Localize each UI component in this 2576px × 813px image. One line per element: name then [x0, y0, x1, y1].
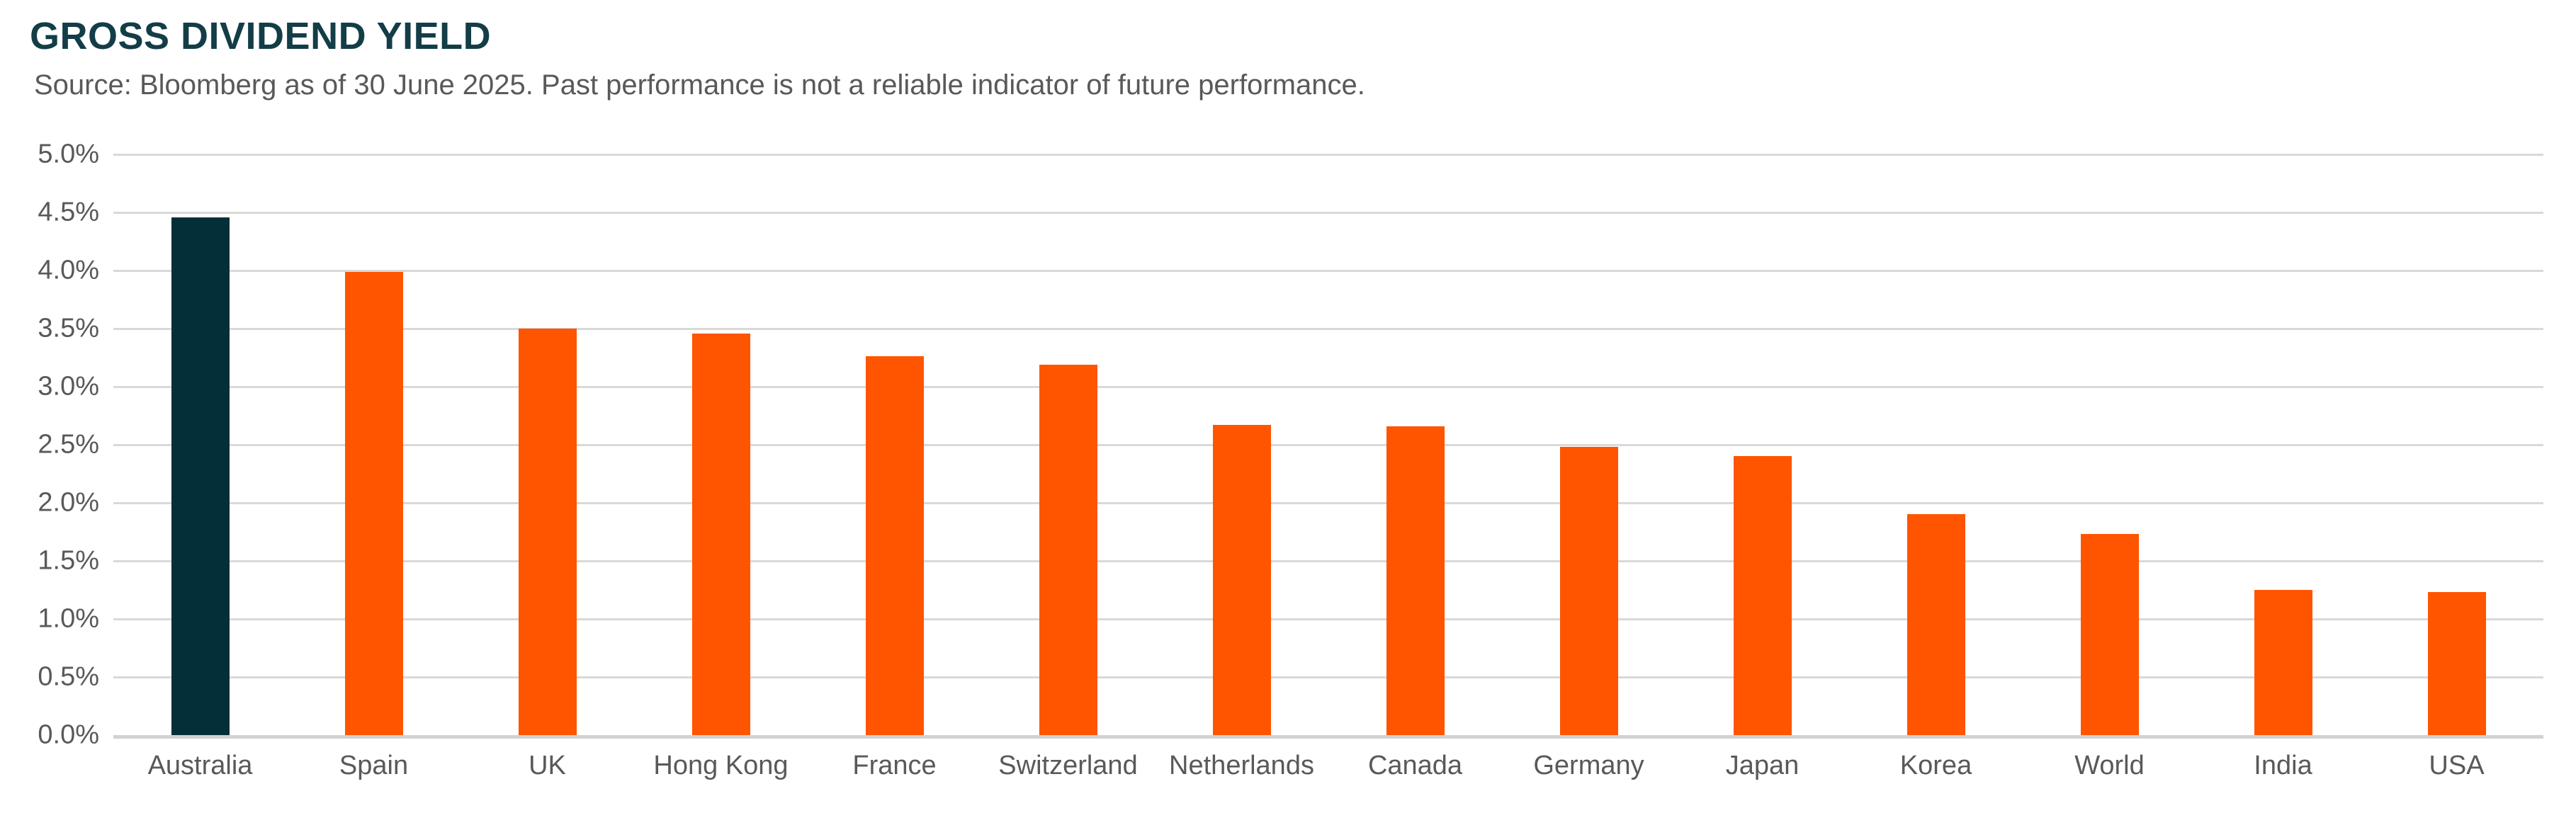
- gridline: [113, 328, 2543, 330]
- bar-canada: [1386, 426, 1445, 735]
- y-tick-label: 5.0%: [38, 139, 99, 169]
- bar-slot: [808, 154, 981, 735]
- plot-area: [113, 154, 2543, 739]
- bar-slot: [2370, 154, 2543, 735]
- bar-japan: [1733, 456, 1792, 735]
- category-label: Netherlands: [1169, 751, 1314, 780]
- bar-spain: [344, 271, 403, 735]
- category-label: India: [2254, 751, 2312, 780]
- bar-hong-kong: [691, 333, 750, 735]
- bar-india: [2254, 590, 2312, 735]
- y-tick-label: 3.0%: [38, 371, 99, 402]
- category-label: Hong Kong: [653, 751, 789, 780]
- bar-chart: 0.0% 0.5% 1.0% 1.5% 2.0% 2.5% 3.0% 3.5% 4.0% 4.5%…: [0, 140, 2576, 750]
- y-tick-label: 1.0%: [38, 603, 99, 634]
- gridline: [113, 386, 2543, 388]
- bar-slot: [981, 154, 1155, 735]
- bar-france: [865, 356, 924, 735]
- bar-slot: [1155, 154, 1328, 735]
- gridline: [113, 618, 2543, 620]
- bar-slot: [2196, 154, 2370, 735]
- chart-title: GROSS DIVIDEND YIELD: [30, 15, 492, 57]
- bars-row: [113, 154, 2543, 735]
- bar-slot: [287, 154, 461, 735]
- bar-slot: [1849, 154, 2023, 735]
- gridline: [113, 502, 2543, 504]
- bar-slot: [461, 154, 634, 735]
- bar-netherlands: [1212, 425, 1271, 735]
- bar-slot: [1328, 154, 1502, 735]
- y-tick-label: 3.5%: [38, 313, 99, 343]
- y-tick-label: 4.0%: [38, 255, 99, 285]
- y-tick-label: 2.5%: [38, 429, 99, 460]
- y-axis: 0.0% 0.5% 1.0% 1.5% 2.0% 2.5% 3.0% 3.5% 4.0% 4.5%…: [0, 140, 99, 750]
- gridline: [113, 270, 2543, 272]
- category-label: World: [2074, 751, 2145, 780]
- chart-source-note: Source: Bloomberg as of 30 June 2025. Pa…: [34, 69, 1365, 101]
- y-tick-label: 0.0%: [38, 720, 99, 750]
- category-label: Switzerland: [998, 751, 1138, 780]
- y-tick-label: 2.0%: [38, 487, 99, 518]
- gridline: [113, 560, 2543, 562]
- bar-slot: [1502, 154, 1676, 735]
- bar-slot: [634, 154, 808, 735]
- bar-uk: [518, 329, 577, 735]
- y-tick-label: 1.5%: [38, 545, 99, 576]
- category-label: Korea: [1899, 751, 1972, 780]
- bar-australia: [171, 217, 230, 735]
- y-tick-label: 4.5%: [38, 197, 99, 227]
- gridline: [113, 212, 2543, 214]
- gridline: [113, 676, 2543, 678]
- gridline: [113, 154, 2543, 156]
- category-label: Japan: [1725, 751, 1800, 780]
- category-label: Canada: [1367, 751, 1463, 780]
- bar-usa: [2427, 592, 2486, 735]
- x-axis: Australia Spain UK Hong Kong France Switzerla…: [113, 751, 2543, 781]
- category-label: Australia: [147, 751, 253, 780]
- gridline: [113, 444, 2543, 446]
- category-label: Spain: [339, 751, 409, 780]
- bar-germany: [1559, 447, 1618, 735]
- category-label: France: [852, 751, 937, 780]
- category-label: UK: [529, 751, 566, 780]
- bar-korea: [1906, 514, 1965, 735]
- bar-slot: [1676, 154, 1849, 735]
- category-label: Germany: [1533, 751, 1644, 780]
- bar-switzerland: [1039, 364, 1097, 735]
- bar-world: [2080, 534, 2139, 735]
- bar-slot: [2023, 154, 2196, 735]
- category-label: USA: [2429, 751, 2485, 780]
- bar-slot: [113, 154, 287, 735]
- y-tick-label: 0.5%: [38, 661, 99, 692]
